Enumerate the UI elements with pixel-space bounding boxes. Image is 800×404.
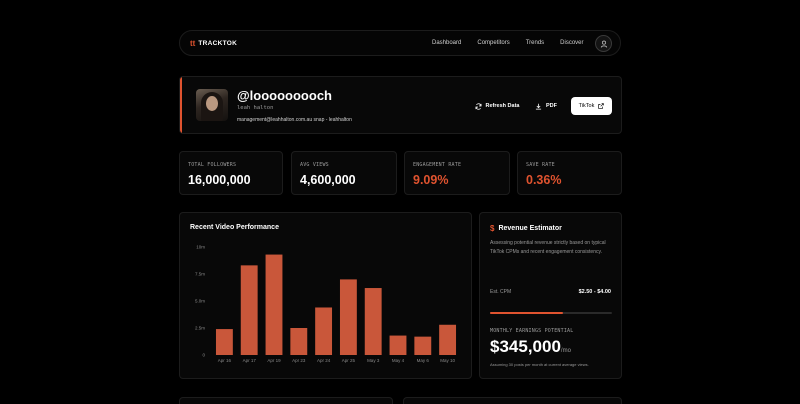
bar[interactable]: [315, 307, 333, 355]
stat-value: 9.09%: [413, 173, 449, 187]
nav-link-trends[interactable]: Trends: [525, 40, 545, 46]
profile-card: @looooooooch leah halton management@leah…: [179, 76, 622, 134]
cpm-label: Est. CPM: [490, 289, 512, 295]
stat-card-save-rate: SAVE RATE 0.36%: [517, 151, 622, 195]
earnings-note: Assuming 30 posts per month at current a…: [490, 362, 589, 367]
x-tick-label: Apr 24: [317, 358, 331, 363]
stat-value: 0.36%: [526, 173, 562, 187]
x-tick-label: May 10: [440, 358, 455, 363]
y-tick-label: 5.0m: [195, 299, 205, 304]
earnings-unit: /mo: [560, 348, 571, 354]
profile-accent-bar: [180, 77, 182, 133]
profile-handle: @looooooooch: [237, 88, 332, 103]
profile-name: leah halton: [237, 105, 274, 111]
bar[interactable]: [339, 279, 357, 355]
bar[interactable]: [389, 335, 407, 355]
pdf-button[interactable]: PDF: [532, 97, 560, 115]
x-tick-label: Apr 23: [292, 358, 306, 363]
user-icon: [600, 40, 607, 48]
pdf-label: PDF: [546, 103, 557, 109]
bottom-card: [403, 397, 622, 404]
y-tick-label: 2.5m: [195, 326, 205, 331]
tiktok-label: TikTok: [578, 103, 595, 109]
video-performance-chart: 0 2.5m 5.0m 7.5m 10m Apr 16 Apr 17 Apr 19 Apr 23…: [195, 245, 457, 363]
nav-link-dashboard[interactable]: Dashboard: [432, 40, 462, 46]
revenue-title-text: Revenue Estimator: [498, 225, 562, 232]
user-menu-button[interactable]: [595, 35, 612, 52]
stat-label: AVG VIEWS: [300, 162, 329, 168]
x-tick-label: Apr 16: [218, 358, 232, 363]
external-link-icon: [598, 103, 605, 109]
bar[interactable]: [364, 288, 382, 355]
bar[interactable]: [414, 336, 432, 355]
tiktok-link-button[interactable]: TikTok: [571, 97, 612, 115]
earnings-label: MONTHLY EARNINGS POTENTIAL: [490, 328, 574, 334]
stat-card-engagement-rate: ENGAGEMENT RATE 9.09%: [404, 151, 510, 195]
stat-card-followers: TOTAL FOLLOWERS 16,000,000: [179, 151, 283, 195]
y-tick-label: 7.5m: [195, 272, 205, 277]
x-tick-label: May 4: [392, 358, 405, 363]
revenue-description: Assessing potential revenue strictly bas…: [490, 240, 606, 255]
x-tick-label: Apr 17: [243, 358, 257, 363]
cpm-progress-bar: [490, 312, 612, 314]
stat-label: ENGAGEMENT RATE: [413, 162, 462, 168]
bar[interactable]: [439, 324, 457, 355]
bar[interactable]: [240, 265, 258, 355]
avatar: [196, 89, 228, 121]
dollar-icon: $: [490, 224, 495, 233]
nav-link-discover[interactable]: Discover: [560, 40, 584, 46]
x-tick-label: May 3: [367, 358, 380, 363]
refresh-icon: [475, 102, 482, 110]
earnings-value: $345,000/mo: [490, 337, 571, 357]
earnings-amount: $345,000: [490, 337, 561, 356]
x-tick-label: Apr 25: [342, 358, 356, 363]
bottom-card: [179, 397, 393, 404]
profile-contact: management@leahhalton.com.au snap - leah…: [237, 117, 352, 123]
logo-icon: tt: [190, 38, 196, 48]
stat-value: 4,600,000: [300, 173, 356, 187]
revenue-title: $ Revenue Estimator: [490, 224, 562, 233]
revenue-estimator-card: $ Revenue Estimator Assessing potential …: [479, 212, 622, 379]
cpm-value: $2.50 - $4.00: [578, 289, 611, 295]
refresh-data-label: Refresh Data: [485, 103, 520, 109]
cpm-progress-fill: [490, 312, 564, 314]
stat-card-avg-views: AVG VIEWS 4,600,000: [291, 151, 397, 195]
download-icon: [535, 103, 542, 109]
y-tick-label: 10m: [196, 245, 205, 250]
bar[interactable]: [215, 329, 233, 355]
nav-link-competitors[interactable]: Competitors: [477, 40, 510, 46]
stat-value: 16,000,000: [188, 173, 251, 187]
x-tick-label: May 6: [417, 358, 430, 363]
chart-title: Recent Video Performance: [190, 224, 279, 231]
nav-links: Dashboard Competitors Trends Discover: [432, 40, 600, 46]
stat-label: TOTAL FOLLOWERS: [188, 162, 237, 168]
top-nav: tt TRACKTOK Dashboard Competitors Trends…: [179, 30, 621, 56]
bar[interactable]: [265, 254, 283, 355]
logo[interactable]: tt TRACKTOK: [190, 39, 237, 48]
x-tick-label: Apr 19: [267, 358, 281, 363]
y-tick-label: 0: [202, 353, 205, 358]
logo-text: TRACKTOK: [198, 39, 238, 47]
refresh-data-button[interactable]: Refresh Data: [470, 97, 524, 115]
video-performance-card: Recent Video Performance 0 2.5m 5.0m 7.5m 10…: [179, 212, 472, 379]
stat-label: SAVE RATE: [526, 162, 555, 168]
bar[interactable]: [290, 328, 308, 355]
